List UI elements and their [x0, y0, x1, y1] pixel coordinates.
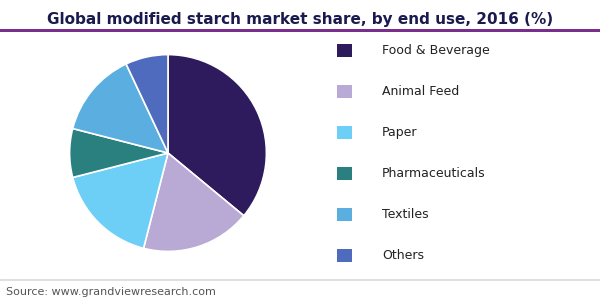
FancyBboxPatch shape [337, 44, 352, 57]
FancyBboxPatch shape [337, 208, 352, 221]
Text: Pharmaceuticals: Pharmaceuticals [382, 167, 486, 180]
Wedge shape [143, 153, 244, 251]
Wedge shape [126, 55, 168, 153]
FancyBboxPatch shape [337, 85, 352, 98]
Wedge shape [168, 55, 266, 216]
Text: Others: Others [382, 249, 424, 262]
Wedge shape [73, 64, 168, 153]
Text: Textiles: Textiles [382, 208, 429, 221]
Text: Source: www.grandviewresearch.com: Source: www.grandviewresearch.com [6, 287, 216, 297]
FancyBboxPatch shape [337, 249, 352, 262]
Text: Global modified starch market share, by end use, 2016 (%): Global modified starch market share, by … [47, 12, 553, 27]
Text: Paper: Paper [382, 126, 418, 139]
Wedge shape [70, 128, 168, 178]
FancyBboxPatch shape [337, 126, 352, 139]
Text: Animal Feed: Animal Feed [382, 85, 460, 98]
Text: Food & Beverage: Food & Beverage [382, 44, 490, 57]
FancyBboxPatch shape [337, 167, 352, 180]
Wedge shape [73, 153, 168, 248]
